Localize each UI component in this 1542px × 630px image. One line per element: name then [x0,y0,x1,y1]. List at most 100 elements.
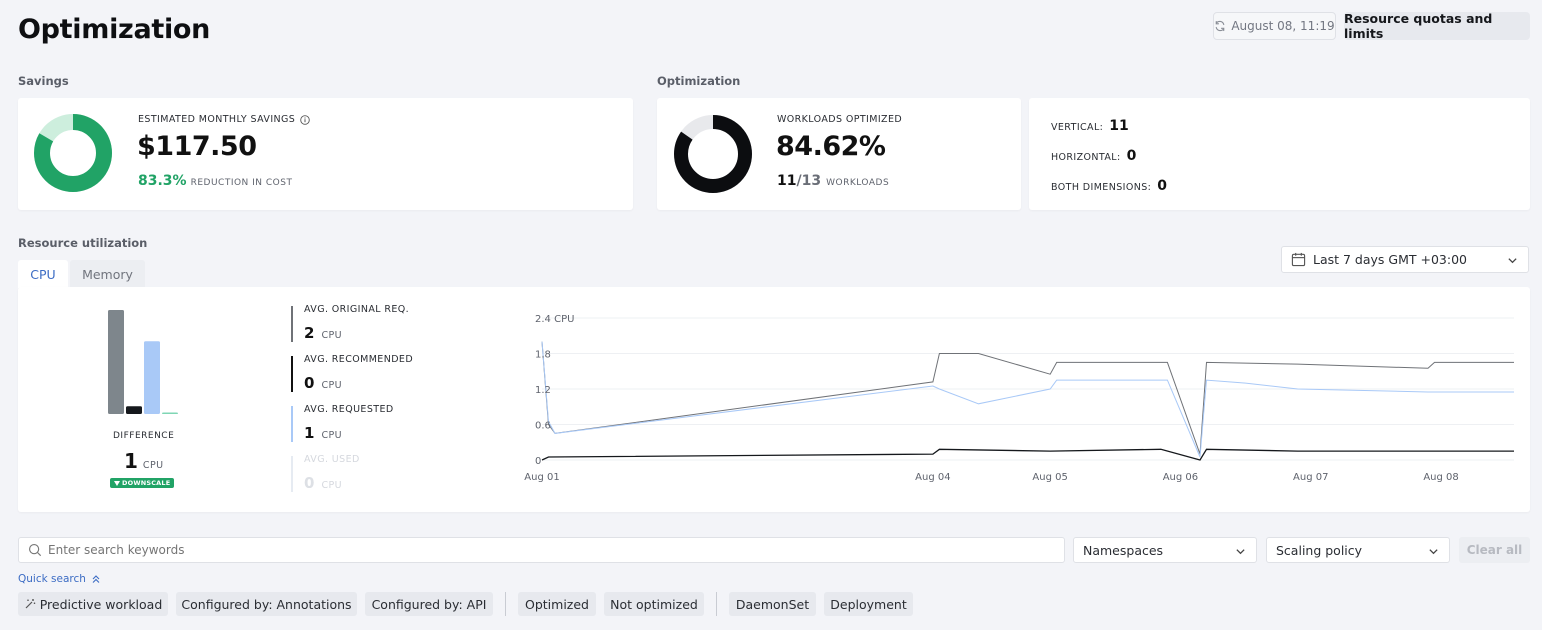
chip-divider [716,592,717,616]
x-tick-label: Aug 05 [1032,472,1067,483]
difference-value: 1 [124,449,138,473]
chip-predictive-workload[interactable]: Predictive workload [18,592,168,616]
stat-label-original: AVG. ORIGINAL REQ. [304,304,410,315]
workloads-optimized-value: 84.62% [776,131,886,162]
series-line-recommended [541,448,1514,461]
stat-unit-original: CPU [321,330,342,341]
time-range-select[interactable]: Last 7 days GMT +03:00 [1281,246,1529,273]
refresh-button[interactable]: August 08, 11:19 [1213,12,1336,40]
page-title: Optimization [18,14,211,45]
calendar-icon [1291,252,1306,267]
stat-value-used: 0 [304,474,315,492]
search-box[interactable] [18,537,1065,563]
reduction-pct: 83.3% [138,173,187,189]
stat-label-recommended: AVG. RECOMMENDED [304,354,414,365]
search-input[interactable] [48,543,948,557]
quick-search-toggle[interactable]: Quick search [18,573,101,585]
optimization-donut [674,115,752,193]
tab-cpu[interactable]: CPU [18,260,68,288]
bar-requested [144,341,160,414]
scaling-dimensions-card: VERTICAL: 11 HORIZONTAL: 0 BOTH DIMENSIO… [1029,98,1530,210]
workloads-optimized-card: WORKLOADS OPTIMIZED 84.62% 11 /13 WORKLO… [657,98,1021,210]
reduction-label: REDUCTION IN COST [190,178,293,188]
chevron-down-icon [1508,258,1517,264]
x-tick-label: Aug 01 [524,472,559,483]
y-tick-label: 1.2 [535,385,551,396]
savings-value: $117.50 [137,131,257,162]
chip-label: Predictive workload [39,596,163,612]
horizontal-label: HORIZONTAL: [1051,152,1121,163]
savings-section-label: Savings [18,74,69,88]
optimized-count: 11 [777,173,797,189]
x-tick-label: Aug 04 [915,472,950,483]
arrow-down-icon [114,480,120,486]
scaling-policy-label: Scaling policy [1276,542,1363,558]
vertical-label: VERTICAL: [1051,122,1104,133]
resource-utilization-label: Resource utilization [18,236,148,250]
y-tick-label: 1.8 [535,350,551,361]
both-dimensions-label: BOTH DIMENSIONS: [1051,182,1152,193]
workloads-label: WORKLOADS [826,178,890,188]
downscale-badge: DOWNSCALE [110,478,175,488]
info-icon[interactable] [300,114,310,125]
tab-memory[interactable]: Memory [70,260,145,288]
x-tick-label: Aug 08 [1423,472,1458,483]
time-range-value: Last 7 days GMT +03:00 [1313,252,1467,267]
x-tick-label: Aug 06 [1163,472,1198,483]
series-line-original [541,341,1514,455]
cpu-utilization-chart: 2.4 CPU 1.8 1.2 0.6 0 Aug 01 Aug 04 Aug 05 Aug 0… [524,314,1514,483]
refresh-icon [1216,20,1225,32]
vertical-count: 11 [1109,118,1129,134]
clear-all-button[interactable]: Clear all [1459,537,1530,563]
resource-quotas-button[interactable]: Resource quotas and limits [1344,11,1530,41]
chip-deployment[interactable]: Deployment [824,592,913,616]
stat-marker-recommended [291,356,293,392]
chip-not-optimized[interactable]: Not optimized [604,592,704,616]
savings-card: ESTIMATED MONTHLY SAVINGS $117.50 83.3% … [18,98,633,210]
stat-marker-used [291,456,293,492]
chip-optimized[interactable]: Optimized [518,592,596,616]
refresh-time: August 08, 11:19 [1231,19,1335,33]
search-icon [29,544,42,557]
stat-label-requested: AVG. REQUESTED [304,404,394,415]
horizontal-count: 0 [1126,148,1137,164]
x-tick-label: Aug 07 [1293,472,1328,483]
scaling-policy-select[interactable]: Scaling policy [1266,537,1450,563]
workload-total: /13 [796,173,822,189]
bar-used [162,412,178,414]
both-dimensions-count: 0 [1157,178,1168,194]
stat-value-original: 2 [304,324,315,342]
bar-original [108,310,124,414]
stat-value-requested: 1 [304,424,315,442]
workloads-optimized-label: WORKLOADS OPTIMIZED [777,114,903,125]
downscale-label: DOWNSCALE [122,479,171,487]
savings-donut [34,114,112,192]
utilization-bars [108,310,178,414]
quick-search-label: Quick search [18,573,86,585]
optimization-section-label: Optimization [657,74,741,88]
chip-divider [505,592,506,616]
chip-daemonset[interactable]: DaemonSet [729,592,816,616]
chip-configured-annotations[interactable]: Configured by: Annotations [176,592,357,616]
namespaces-select[interactable]: Namespaces [1073,537,1257,563]
estimated-savings-label: ESTIMATED MONTHLY SAVINGS [138,114,296,125]
stat-unit-recommended: CPU [321,380,342,391]
namespaces-label: Namespaces [1083,542,1164,558]
utilization-panel [18,287,1530,512]
chevron-down-icon [1236,549,1245,555]
y-tick-label: 0 [535,456,541,467]
difference-label: DIFFERENCE [113,431,175,441]
difference-unit: CPU [142,460,164,471]
magic-wand-icon [25,599,35,609]
chevron-double-up-icon [92,575,100,583]
stat-unit-used: CPU [321,480,342,491]
chevron-down-icon [1429,549,1438,555]
series-line-requested [541,341,1514,458]
stat-marker-original [291,306,293,342]
y-unit-label: 2.4 CPU [535,314,574,325]
chip-configured-api[interactable]: Configured by: API [365,592,493,616]
y-tick-label: 0.6 [535,421,551,432]
stat-label-used: AVG. USED [304,454,360,465]
bar-recommended [126,406,142,414]
stat-marker-requested [291,406,293,442]
